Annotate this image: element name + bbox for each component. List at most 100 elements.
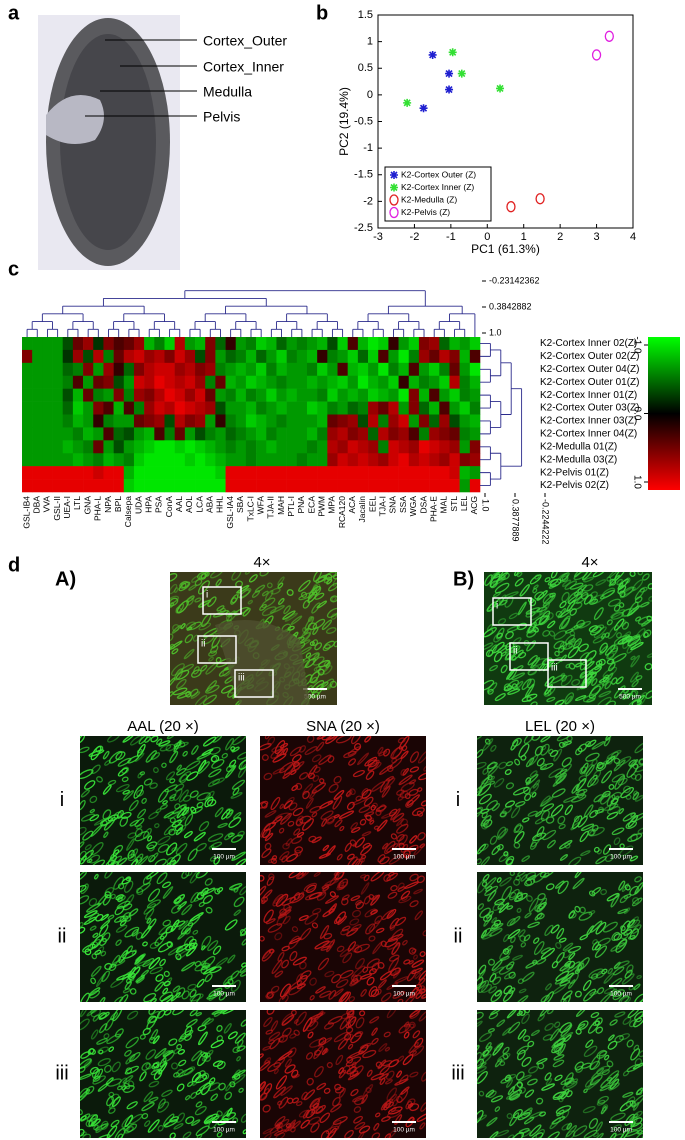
tissue-structure bbox=[578, 775, 588, 782]
region-label: iii bbox=[55, 1062, 68, 1084]
tissue-structure bbox=[111, 1061, 121, 1073]
heatmap-cell bbox=[184, 375, 196, 389]
tissue-structure bbox=[80, 799, 86, 811]
tissue-structure bbox=[632, 763, 639, 770]
heatmap-cell bbox=[429, 414, 440, 428]
dendrogram-branch bbox=[113, 321, 135, 330]
heatmap-cell bbox=[245, 388, 257, 402]
tissue-structure bbox=[270, 857, 277, 864]
tissue-structure bbox=[630, 641, 644, 651]
tissue-structure bbox=[119, 915, 129, 923]
heatmap-cell bbox=[32, 337, 43, 351]
tissue-structure bbox=[497, 618, 507, 625]
tissue-structure bbox=[598, 806, 605, 813]
tissue-structure bbox=[344, 1129, 354, 1138]
dendrogram-branch bbox=[352, 328, 364, 337]
column-label: WFA bbox=[255, 496, 265, 515]
tissue-structure bbox=[503, 683, 512, 691]
micrograph bbox=[477, 872, 643, 1002]
tissue-structure bbox=[241, 938, 246, 946]
point bbox=[389, 206, 399, 219]
tissue-structure bbox=[115, 783, 130, 793]
tissue-structure bbox=[102, 809, 112, 820]
tissue-structure bbox=[588, 1118, 599, 1129]
tissue-structure bbox=[322, 940, 335, 949]
tissue-structure bbox=[337, 1038, 349, 1050]
tissue-structure bbox=[529, 770, 538, 778]
heatmap-cell bbox=[174, 337, 186, 351]
heatmap-cell bbox=[469, 427, 481, 441]
tissue-structure bbox=[110, 893, 116, 900]
tissue-structure bbox=[369, 1016, 380, 1024]
tissue-structure bbox=[166, 940, 174, 948]
tissue-structure bbox=[354, 837, 366, 848]
y-tick-label: -1.5 bbox=[354, 169, 373, 181]
tissue-structure bbox=[338, 1069, 347, 1079]
dendrogram-branch bbox=[270, 328, 282, 337]
tissue-structure bbox=[80, 992, 90, 1002]
tissue-structure bbox=[271, 815, 283, 825]
tissue-structure bbox=[90, 1010, 99, 1014]
heatmap-cell bbox=[256, 375, 267, 389]
tissue-structure bbox=[597, 696, 612, 705]
tissue-structure bbox=[365, 923, 376, 935]
heatmap-cell bbox=[317, 349, 328, 364]
tissue-structure bbox=[309, 805, 322, 813]
tissue-structure bbox=[268, 873, 275, 881]
tissue-structure bbox=[637, 615, 652, 625]
tissue-structure bbox=[172, 687, 188, 696]
tissue-structure bbox=[292, 956, 307, 966]
heatmap-cell bbox=[42, 401, 53, 415]
tissue-structure bbox=[98, 1049, 104, 1055]
column-label: SNA bbox=[388, 496, 398, 514]
tissue-structure bbox=[536, 905, 544, 913]
dendrogram-branch bbox=[153, 321, 176, 330]
heatmap-cell bbox=[113, 479, 125, 493]
heatmap-cell bbox=[306, 349, 318, 364]
tissue-structure bbox=[269, 605, 285, 614]
tissue-structure bbox=[89, 814, 100, 822]
tissue-structure bbox=[503, 985, 513, 995]
tissue-structure bbox=[634, 876, 642, 883]
tissue-structure bbox=[395, 1095, 403, 1104]
heatmap-cell bbox=[42, 466, 53, 480]
tissue-structure bbox=[493, 919, 501, 927]
micrograph bbox=[260, 872, 426, 1002]
tissue-structure bbox=[163, 823, 177, 836]
heatmap-cell bbox=[123, 440, 135, 454]
tissue-structure bbox=[261, 590, 269, 597]
tissue-structure bbox=[404, 793, 411, 800]
tissue-structure bbox=[184, 813, 194, 826]
tissue-structure bbox=[529, 574, 542, 585]
heatmap-cell bbox=[32, 349, 43, 364]
tissue-structure bbox=[302, 599, 311, 609]
tissue-structure bbox=[564, 695, 573, 705]
tissue-structure bbox=[272, 893, 284, 907]
tissue-structure bbox=[398, 736, 410, 750]
heatmap-cell bbox=[93, 479, 104, 493]
heatmap-cell bbox=[368, 362, 379, 377]
tissue-structure bbox=[642, 573, 650, 581]
tissue-structure bbox=[263, 1016, 273, 1028]
panel-a: Cortex_Outer Cortex_Inner Medulla Pelvis bbox=[38, 15, 287, 270]
heatmap-cell bbox=[235, 427, 247, 441]
tissue-structure bbox=[606, 1060, 614, 1068]
tissue-structure bbox=[232, 1046, 240, 1054]
tissue-structure bbox=[176, 1112, 185, 1123]
tissue-structure bbox=[480, 815, 492, 827]
tissue-structure bbox=[192, 929, 199, 935]
dendrogram-branch bbox=[372, 328, 384, 337]
tissue-structure bbox=[638, 758, 643, 765]
heatmap-cell bbox=[286, 362, 298, 377]
tissue-structure bbox=[645, 690, 652, 699]
column-label: STL bbox=[449, 496, 459, 512]
heatmap-cell bbox=[245, 362, 257, 377]
heatmap-cell bbox=[378, 453, 389, 467]
heatmap-cell bbox=[327, 427, 338, 441]
tissue-structure bbox=[101, 932, 111, 943]
heatmap-cell bbox=[133, 388, 145, 402]
tissue-structure bbox=[570, 601, 583, 611]
tissue-structure bbox=[202, 694, 217, 705]
tissue-structure bbox=[307, 764, 318, 778]
heatmap-cell bbox=[174, 362, 186, 377]
